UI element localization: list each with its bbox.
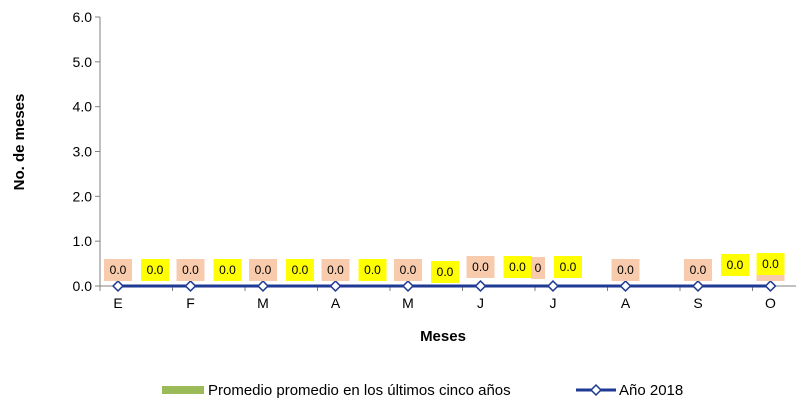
- line-point: [184, 279, 197, 293]
- x-tick-label: M: [402, 295, 414, 311]
- data-label: 0: [535, 261, 542, 275]
- y-axis-title: No. de meses: [11, 94, 28, 191]
- x-tick-label: F: [186, 295, 195, 311]
- data-label: 0.0: [327, 263, 344, 277]
- line-point: [111, 279, 125, 293]
- line-point: [764, 279, 777, 293]
- y-tick-label: 6.0: [73, 9, 93, 25]
- data-label-box: [213, 259, 242, 281]
- data-label-box: [394, 259, 422, 281]
- legend: Promedio promedio en los últimos cinco a…: [162, 382, 683, 399]
- line-point: [401, 279, 415, 293]
- x-tick-label: J: [477, 295, 484, 311]
- data-label: 0.0: [560, 260, 577, 274]
- line-point: [691, 279, 705, 293]
- x-tick-label: M: [257, 295, 269, 311]
- data-label: 0.0: [472, 260, 489, 274]
- data-label: 0.0: [182, 263, 199, 277]
- y-tick-label: 3.0: [73, 144, 93, 160]
- line-point: [329, 279, 342, 293]
- data-label: 0.0: [219, 263, 236, 277]
- data-label: 0.0: [762, 257, 779, 271]
- data-label-box: [466, 256, 495, 278]
- y-tick-label: 4.0: [73, 99, 93, 115]
- data-label: 0.0: [617, 263, 634, 277]
- data-label-box: [684, 259, 712, 281]
- data-label-box: [358, 259, 387, 281]
- x-tick-label: A: [331, 295, 341, 311]
- data-label-box: [721, 254, 749, 276]
- data-label-box: [104, 259, 132, 281]
- data-label-box: [141, 259, 169, 281]
- data-label: 0.0: [400, 263, 417, 277]
- data-label: 0.0: [255, 263, 272, 277]
- data-label: 0.0: [509, 260, 526, 274]
- data-label: 0.0: [292, 263, 309, 277]
- x-tick-label: A: [621, 295, 631, 311]
- data-label-box: [321, 259, 350, 281]
- line-point: [619, 279, 632, 293]
- y-tick-label: 1.0: [73, 233, 93, 249]
- data-label: 0.0: [727, 258, 744, 272]
- x-tick-label: O: [765, 295, 776, 311]
- legend-line-label: Año 2018: [619, 382, 683, 399]
- data-label: 0.0: [364, 263, 381, 277]
- data-label-box: [531, 257, 545, 279]
- x-tick-label: E: [113, 295, 122, 311]
- data-label-box: [431, 261, 459, 283]
- data-label-box: [286, 259, 314, 281]
- x-axis-title: Meses: [420, 328, 466, 345]
- legend-bar-label: Promedio promedio en los últimos cinco a…: [208, 382, 511, 399]
- data-label-box: [756, 253, 785, 275]
- y-tick-label: 0.0: [73, 278, 93, 294]
- x-tick-label: S: [693, 295, 702, 311]
- line-point: [474, 279, 487, 293]
- data-label-box: [554, 256, 582, 278]
- data-label: 0.0: [437, 265, 454, 279]
- line-series: [111, 279, 777, 293]
- x-tick-label: J: [550, 295, 557, 311]
- data-labels: 0.0 0.0 0.0 0.0 0.0 0.0 0.0 0.0 0.0 0.0 0.0 0.0 0 0.0…: [104, 253, 785, 283]
- data-label-box: [176, 259, 205, 281]
- data-label: 0.0: [147, 263, 164, 277]
- data-label-box: [503, 256, 532, 278]
- legend-bar-swatch: [162, 386, 204, 394]
- line-point: [546, 279, 560, 293]
- y-tick-label: 5.0: [73, 54, 93, 70]
- data-label-box: [249, 259, 277, 281]
- y-tick-label: 2.0: [73, 188, 93, 204]
- data-label-box: [611, 259, 640, 281]
- data-label: 0.0: [110, 263, 127, 277]
- legend-diamond-marker-icon: [589, 383, 603, 397]
- line-point: [256, 279, 270, 293]
- y-axis-ticks: 0.0 1.0 2.0 3.0 4.0 5.0 6.0: [73, 9, 100, 294]
- data-label: 0.0: [690, 263, 707, 277]
